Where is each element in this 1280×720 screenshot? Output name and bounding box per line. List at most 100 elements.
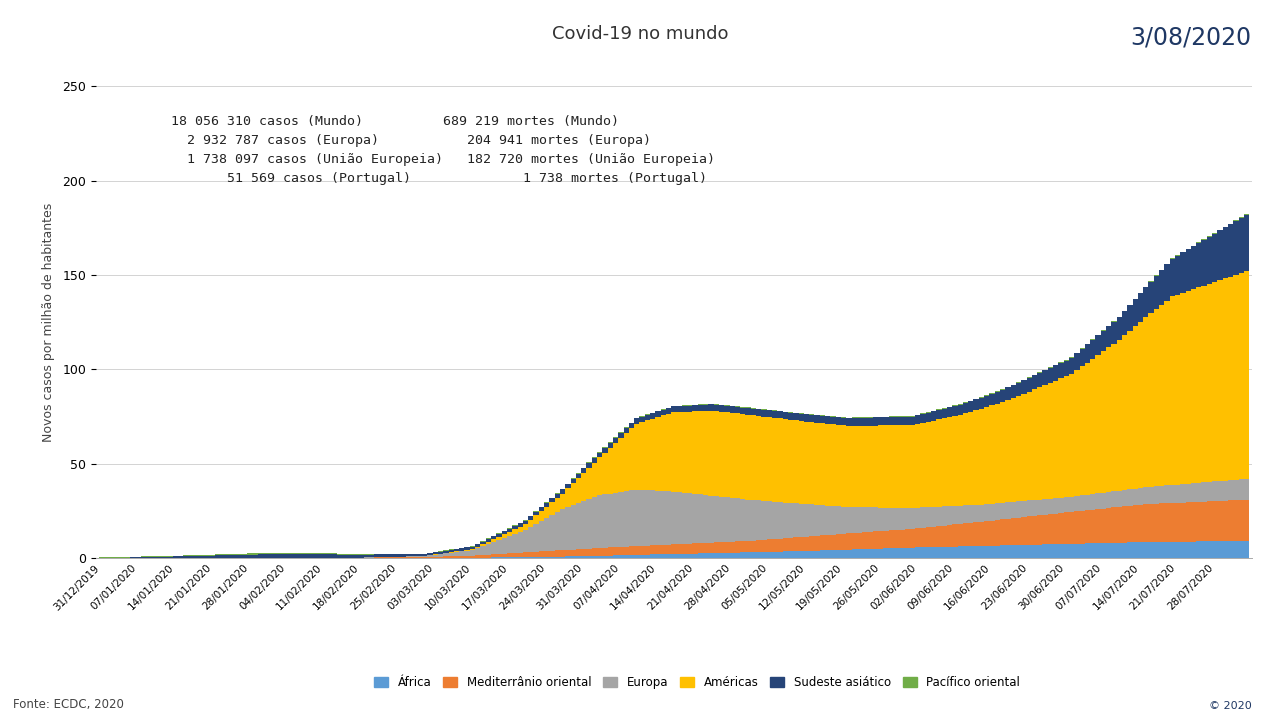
Bar [1234,500,1239,541]
Bar [851,426,856,507]
Bar [1096,543,1101,558]
Bar [1016,383,1021,396]
Bar [814,505,819,536]
Bar [225,554,232,555]
Bar [618,547,623,555]
Bar [1042,371,1048,385]
Bar [777,418,782,502]
Bar [1011,518,1016,545]
Bar [1222,500,1228,541]
Bar [1037,516,1042,544]
Y-axis label: Novos casos por milhão de habitantes: Novos casos por milhão de habitantes [42,202,55,442]
Bar [846,534,851,549]
Bar [1190,483,1197,502]
Bar [422,557,428,558]
Bar [968,401,974,412]
Bar [846,426,851,507]
Bar [1027,545,1032,558]
Bar [460,556,465,558]
Bar [920,414,925,423]
Bar [586,556,591,558]
Bar [1217,280,1222,481]
Bar [645,554,650,558]
Bar [1037,373,1042,387]
Bar [232,555,237,558]
Bar [417,554,422,556]
Bar [1048,368,1053,383]
Bar [470,550,475,556]
Bar [1096,509,1101,543]
Bar [1212,233,1217,282]
Bar [374,554,380,557]
Bar [724,553,730,558]
Bar [618,492,623,547]
Bar [1096,355,1101,493]
Bar [443,554,448,557]
Bar [1053,513,1059,544]
Bar [893,426,900,508]
Bar [522,552,529,557]
Bar [1128,542,1133,558]
Bar [698,411,703,495]
Bar [942,546,947,558]
Bar [931,526,937,547]
Bar [1207,237,1212,284]
Bar [1091,510,1096,544]
Bar [963,523,968,546]
Bar [841,550,846,558]
Bar [1197,502,1202,541]
Bar [1212,501,1217,541]
Bar [1244,479,1249,500]
Bar [666,554,671,558]
Bar [714,405,719,411]
Bar [1143,287,1148,318]
Bar [856,549,863,558]
Bar [1037,387,1042,500]
Bar [358,554,364,557]
Bar [799,421,804,504]
Bar [957,546,963,558]
Bar [475,546,480,548]
Bar [995,546,1000,558]
Bar [968,546,974,558]
Bar [566,484,571,488]
Bar [989,394,995,405]
Bar [628,546,634,555]
Bar [714,542,719,553]
Bar [571,549,576,557]
Bar [841,426,846,507]
Bar [900,548,905,558]
Bar [1170,503,1175,541]
Bar [262,553,269,554]
Bar [1128,330,1133,490]
Bar [1153,504,1160,542]
Bar [735,498,740,541]
Bar [777,552,782,558]
Bar [1197,287,1202,483]
Bar [613,438,618,443]
Bar [581,468,586,473]
Bar [772,539,777,552]
Bar [529,516,534,520]
Bar [1042,385,1048,499]
Bar [1228,276,1234,480]
Bar [554,512,559,551]
Bar [1222,541,1228,558]
Bar [799,414,804,421]
Bar [1053,366,1059,381]
Bar [814,423,819,505]
Bar [925,422,931,507]
Bar [549,557,554,558]
Bar [1064,498,1069,513]
Bar [846,549,851,558]
Bar [1197,243,1202,287]
Bar [480,546,485,555]
Bar [799,551,804,558]
Bar [730,407,735,413]
Bar [1079,366,1085,495]
Bar [1032,516,1037,544]
Bar [794,537,799,551]
Bar [788,552,794,558]
Bar [1228,541,1234,558]
Bar [809,505,814,536]
